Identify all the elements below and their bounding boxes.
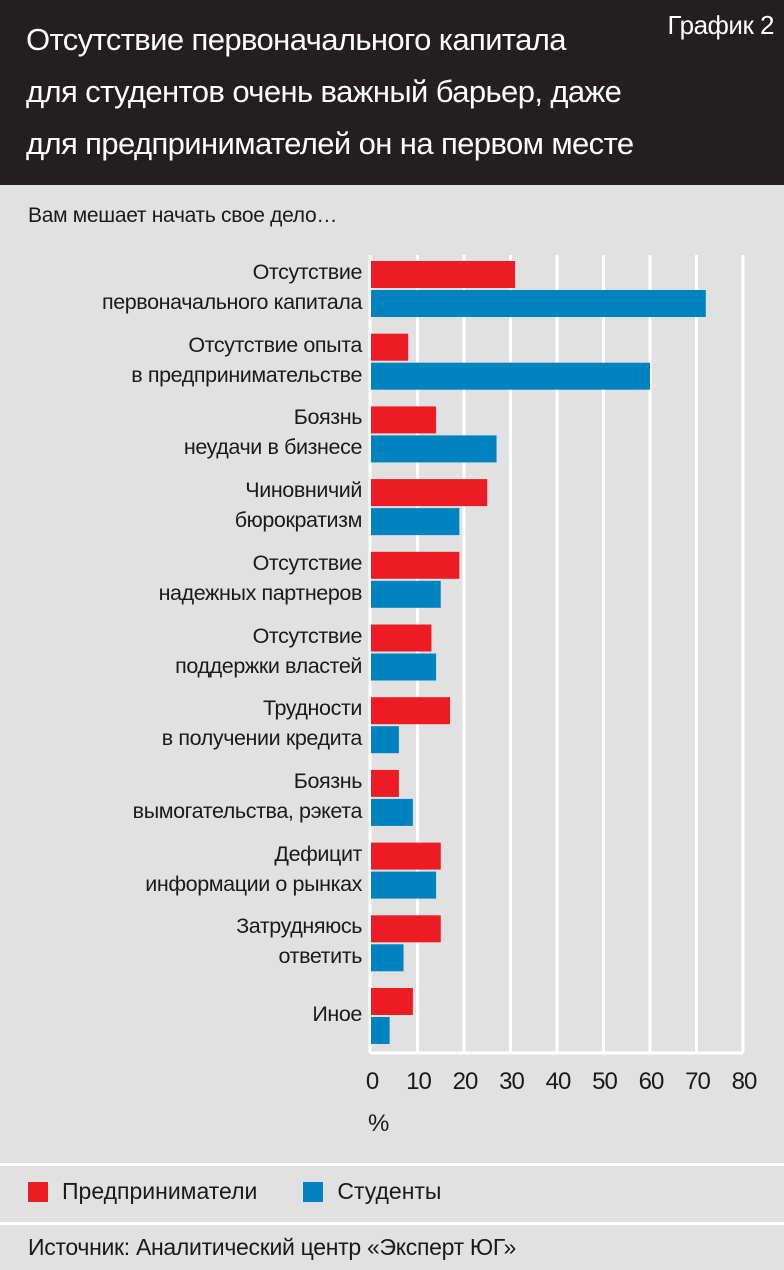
x-tick-label: 0 bbox=[365, 1068, 379, 1095]
x-tick-label: 40 bbox=[545, 1068, 572, 1095]
bar-entrepreneurs bbox=[371, 988, 413, 1015]
title-line: для предпринимателей он на первом месте bbox=[26, 126, 634, 161]
legend-label: Студенты bbox=[337, 1178, 442, 1204]
category-label: Трудности в получении кредита bbox=[161, 696, 363, 751]
bar-entrepreneurs bbox=[371, 406, 437, 434]
bar-students bbox=[371, 290, 706, 317]
category-label: Дефицит информации о рынках bbox=[145, 841, 362, 896]
divider bbox=[0, 1163, 784, 1166]
chart-subtitle: Вам мешает начать свое дело… bbox=[28, 204, 338, 227]
x-tick-label: 80 bbox=[731, 1068, 758, 1095]
category-label: Чиновничий бюрократизм bbox=[234, 478, 363, 533]
chart-number: График 2 bbox=[667, 10, 774, 40]
bar-students bbox=[371, 944, 404, 972]
bar-students bbox=[371, 435, 497, 463]
bar-entrepreneurs bbox=[371, 769, 399, 797]
x-tick-label: 10 bbox=[406, 1068, 432, 1095]
x-tick-label: 30 bbox=[499, 1068, 525, 1095]
x-tick-label: 60 bbox=[638, 1068, 665, 1095]
bar-students bbox=[371, 1017, 390, 1044]
bar-students bbox=[371, 508, 460, 536]
x-tick-label: 20 bbox=[452, 1068, 479, 1095]
bar-students bbox=[371, 580, 441, 608]
bar-students bbox=[371, 653, 437, 681]
category-label: Боязнь вымогательства, рэкета bbox=[132, 768, 363, 823]
category-label: Иное bbox=[312, 1002, 362, 1026]
legend-label: Предприниматели bbox=[62, 1178, 258, 1204]
x-tick-label: 50 bbox=[592, 1068, 618, 1095]
bar-entrepreneurs bbox=[371, 697, 451, 725]
divider bbox=[0, 1222, 784, 1225]
category-label: Отсутствие поддержки властей bbox=[175, 623, 362, 678]
title-line: Отсутствие первоначального капитала bbox=[26, 22, 567, 57]
legend: Предприниматели Студенты bbox=[28, 1178, 441, 1205]
category-label: Отсутствие первоначального капитала bbox=[101, 260, 362, 314]
bar-entrepreneurs bbox=[371, 624, 432, 652]
bar-students bbox=[371, 726, 399, 754]
category-label: Боязнь неудачи в бизнесе bbox=[183, 405, 363, 460]
bar-students bbox=[371, 871, 437, 899]
bar-students bbox=[371, 798, 413, 826]
legend-swatch-entrepreneurs bbox=[28, 1181, 48, 1202]
category-label: Отсутствие надежных партнеров bbox=[158, 550, 363, 605]
category-label: Отсутствие опыта в предпринимательстве bbox=[131, 332, 362, 387]
bar-entrepreneurs bbox=[371, 915, 441, 943]
bar-students bbox=[371, 362, 650, 390]
bar-entrepreneurs bbox=[371, 333, 409, 361]
source-note: Источник: Аналитический центр «Эксперт Ю… bbox=[28, 1234, 516, 1260]
bar-entrepreneurs bbox=[371, 551, 460, 579]
bar-entrepreneurs bbox=[371, 261, 516, 288]
bar-entrepreneurs bbox=[371, 842, 441, 870]
x-tick-label: 70 bbox=[685, 1068, 711, 1095]
chart-title: Отсутствие первоначального капитала для … bbox=[26, 14, 666, 170]
header: Отсутствие первоначального капитала для … bbox=[0, 0, 784, 185]
bar-entrepreneurs bbox=[371, 479, 488, 507]
x-axis-label: % bbox=[368, 1110, 390, 1137]
category-label: Затрудняюсь ответить bbox=[236, 914, 362, 969]
legend-swatch-students bbox=[303, 1181, 324, 1202]
title-line: для студентов очень важный барьер, даже bbox=[26, 74, 622, 109]
